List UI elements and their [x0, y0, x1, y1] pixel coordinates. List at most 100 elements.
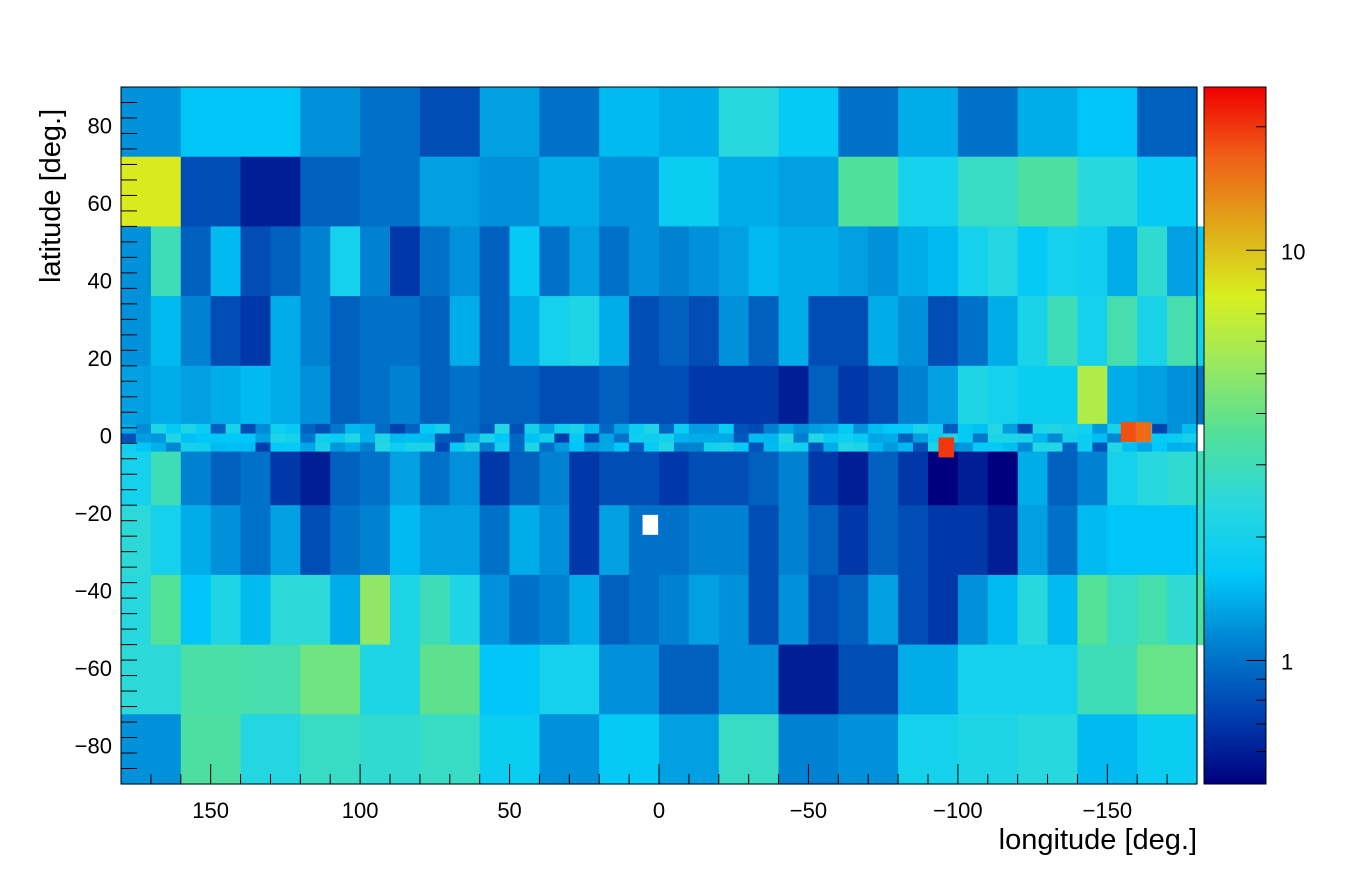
heatmap-cell — [419, 226, 451, 297]
heatmap-cell — [957, 296, 989, 367]
heatmap-cell — [957, 423, 974, 434]
heatmap-cell — [449, 365, 481, 425]
heatmap-cell — [614, 441, 630, 452]
heatmap-cell — [255, 441, 272, 452]
heatmap-cell — [987, 365, 1019, 425]
heatmap-cell — [1107, 505, 1138, 576]
heatmap-cell — [659, 714, 720, 785]
heatmap-cell — [808, 432, 824, 443]
x-tick-label: 150 — [192, 798, 229, 823]
heatmap-cell — [150, 296, 182, 367]
heatmap-cell — [748, 450, 780, 506]
heatmap-cell — [778, 505, 810, 576]
heatmap-cell — [1182, 423, 1198, 434]
heatmap-cell — [524, 441, 541, 452]
heatmap-cell — [883, 423, 899, 434]
heatmap-cell — [121, 574, 152, 646]
heatmap-cell — [928, 423, 944, 434]
heatmap-cell — [1017, 644, 1079, 715]
heatmap-cell — [1047, 226, 1079, 297]
heatmap-cell — [1182, 441, 1198, 452]
heatmap-cell — [210, 296, 242, 367]
heatmap-cell — [300, 365, 331, 425]
heatmap-cell — [838, 87, 899, 158]
heatmap-cell — [150, 574, 182, 646]
heatmap-cell — [150, 441, 167, 452]
heatmap-cell — [718, 365, 750, 425]
heatmap-cell — [972, 423, 989, 434]
heatmap-cell — [1107, 226, 1138, 297]
heatmap-cell — [360, 574, 391, 646]
heatmap-cell — [539, 574, 570, 646]
heatmap-cell — [599, 226, 630, 297]
heatmap-cell — [509, 423, 526, 434]
heatmap-cell — [300, 423, 316, 434]
heatmap-cell — [240, 574, 272, 646]
heatmap-cell — [210, 441, 227, 452]
heatmap-cell — [629, 450, 660, 506]
heatmap-cell — [1047, 574, 1079, 646]
heatmap-cell — [539, 87, 600, 158]
heatmap-cell — [121, 714, 182, 785]
heatmap-cell — [345, 441, 361, 452]
heatmap-cell — [659, 644, 720, 715]
heatmap-cell — [868, 450, 899, 506]
heatmap-cell — [569, 296, 600, 367]
heatmap-cell — [539, 423, 555, 434]
heatmap-cell — [464, 441, 481, 452]
heatmap-cell — [793, 423, 810, 434]
heatmap-cell — [569, 226, 600, 297]
y-tick-label: 20 — [88, 346, 112, 371]
heatmap-cell — [868, 574, 899, 646]
heatmap-cell — [210, 450, 242, 506]
heatmap-cell — [584, 432, 600, 443]
heatmap-cell — [823, 432, 839, 443]
heatmap-cell — [390, 450, 421, 506]
heatmap-cell — [1137, 296, 1168, 367]
heatmap-cell — [195, 423, 212, 434]
heatmap-cell — [718, 423, 735, 434]
heatmap-cell — [240, 365, 272, 425]
heatmap-cell — [688, 505, 720, 576]
heatmap-cell — [1047, 450, 1079, 506]
heatmap-cell — [599, 574, 630, 646]
heatmap-cell — [509, 574, 541, 646]
heatmap-cell — [659, 450, 690, 506]
heatmap-cell — [165, 441, 182, 452]
heatmap-cell — [434, 441, 451, 452]
heatmap-cell — [748, 441, 765, 452]
heatmap-cell — [688, 423, 705, 434]
heatmap-cell — [987, 423, 1004, 434]
heatmap-cell — [868, 423, 884, 434]
heatmap-cell — [300, 441, 316, 452]
heatmap-cell — [135, 423, 152, 434]
heatmap-cell — [210, 505, 242, 576]
heatmap-cell — [524, 432, 541, 443]
heatmap-cell — [180, 441, 197, 452]
heatmap-cell — [180, 450, 212, 506]
heatmap-cell — [1077, 296, 1108, 367]
heatmap-cell — [1167, 423, 1183, 434]
heatmap-cell — [1152, 432, 1168, 443]
heatmap-cell — [898, 296, 929, 367]
heatmap-cell — [928, 450, 959, 506]
heatmap-cell — [1107, 296, 1138, 367]
heatmap-cell — [898, 226, 929, 297]
heatmap-cell — [270, 365, 301, 425]
heatmap-cell — [419, 156, 481, 227]
heatmap-cell — [599, 365, 630, 425]
heatmap-cell — [330, 450, 361, 506]
heatmap-cell — [642, 514, 659, 535]
heatmap-cell — [121, 432, 137, 443]
heatmap-cell — [928, 574, 959, 646]
heatmap-cell — [733, 441, 750, 452]
heatmap-cell — [1152, 441, 1168, 452]
heatmap-cell — [928, 226, 959, 297]
heatmap-cell — [449, 505, 481, 576]
heatmap-cell — [419, 574, 451, 646]
heatmap-cell — [449, 441, 466, 452]
heatmap-cell — [330, 296, 361, 367]
heatmap-cell — [748, 505, 780, 576]
heatmap-cell — [240, 423, 257, 434]
heatmap-cell — [449, 432, 466, 443]
